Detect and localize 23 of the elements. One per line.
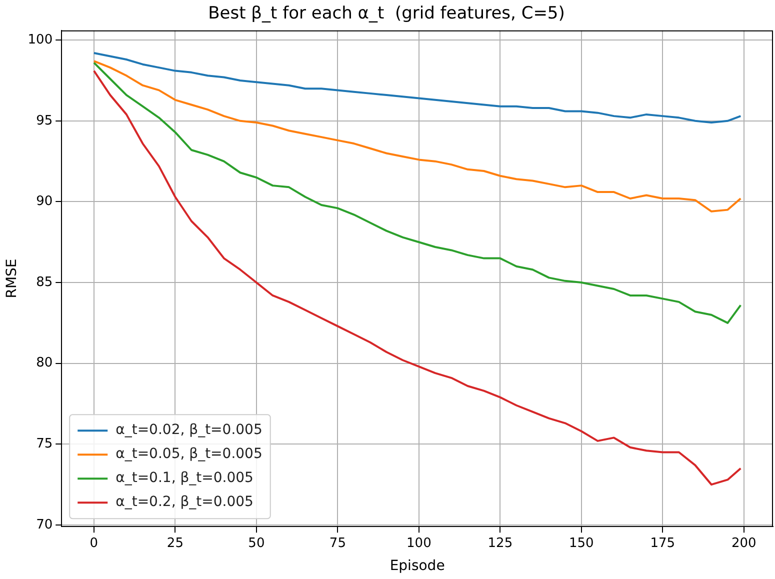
y-tick-label: 95: [36, 113, 53, 128]
x-tick-label: 75: [329, 536, 346, 551]
x-tick-label: 175: [650, 536, 676, 551]
x-tick-label: 200: [732, 536, 756, 551]
legend-label: α_t=0.1, β_t=0.005: [116, 470, 254, 486]
y-axis-title: RMSE: [4, 258, 20, 298]
x-tick-label: 25: [166, 536, 184, 551]
y-tick-label: 80: [36, 356, 53, 371]
x-tick-label: 0: [90, 536, 98, 551]
x-tick-label: 150: [569, 536, 594, 551]
legend-label: α_t=0.2, β_t=0.005: [116, 494, 254, 510]
y-tick-label: 70: [36, 517, 53, 532]
chart-title: Best β_t for each α_t (grid features, C=5): [208, 4, 565, 24]
y-tick-label: 100: [28, 32, 53, 48]
legend-label: α_t=0.02, β_t=0.005: [116, 422, 262, 438]
y-tick-label: 90: [36, 194, 53, 210]
x-tick-label: 100: [406, 536, 432, 551]
legend-label: α_t=0.05, β_t=0.005: [116, 446, 262, 462]
x-axis-title: Episode: [390, 558, 445, 574]
x-tick-label: 125: [488, 536, 513, 551]
y-tick-label: 85: [36, 274, 53, 290]
x-tick-label: 50: [248, 536, 265, 551]
y-tick-label: 75: [36, 436, 53, 452]
